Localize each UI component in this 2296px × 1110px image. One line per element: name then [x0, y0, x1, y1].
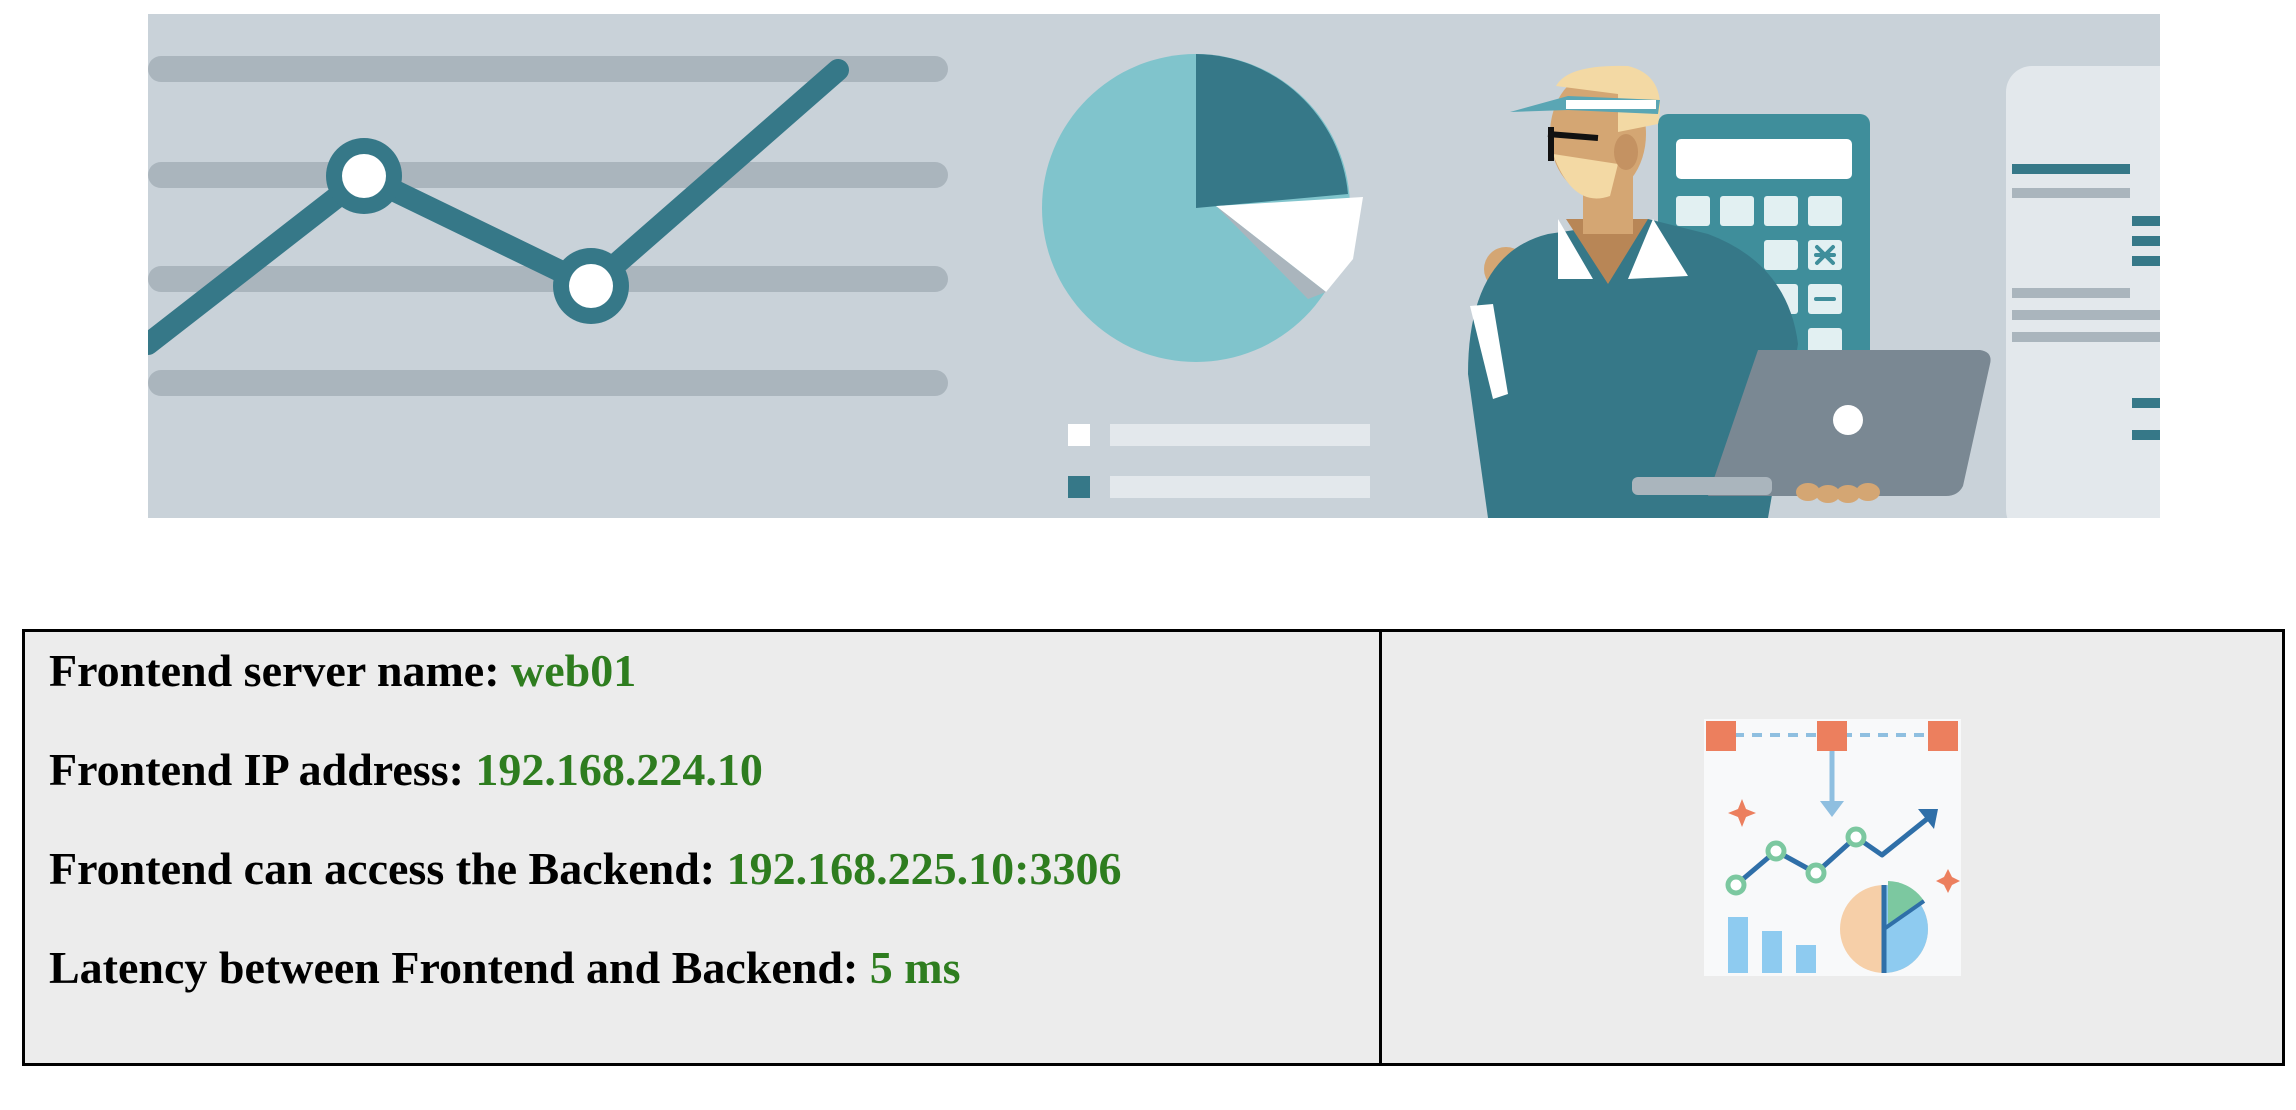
- trend-line: [148, 59, 849, 355]
- analytics-banner-illustration: [148, 14, 2160, 518]
- ip-address-row: Frontend IP address: 192.168.224.10: [49, 745, 1379, 844]
- latency-value: 5 ms: [869, 942, 961, 993]
- server-info-cell: Frontend server name: web01 Frontend IP …: [25, 632, 1382, 1063]
- analytics-report-icon: [1703, 719, 1961, 976]
- chart-background-bars: [148, 56, 948, 396]
- backend-access-label: Frontend can access the Backend:: [49, 843, 727, 894]
- icon-cell: [1382, 632, 2282, 1063]
- legend-illustration: [1068, 424, 1370, 498]
- backend-access-value: 192.168.225.10:3306: [726, 843, 1122, 894]
- latency-row: Latency between Frontend and Backend: 5 …: [49, 943, 1379, 1042]
- latency-label: Latency between Frontend and Backend:: [49, 942, 870, 993]
- pie-chart-illustration: [1042, 54, 1363, 362]
- server-name-value: web01: [511, 645, 637, 696]
- ip-address-value: 192.168.224.10: [475, 744, 763, 795]
- server-name-label: Frontend server name:: [49, 645, 512, 696]
- server-name-row: Frontend server name: web01: [49, 646, 1379, 745]
- laptop-illustration: [1632, 350, 1991, 503]
- presenter-illustration: [1468, 65, 1798, 518]
- ip-address-label: Frontend IP address:: [49, 744, 476, 795]
- server-info-table: Frontend server name: web01 Frontend IP …: [22, 629, 2285, 1066]
- backend-access-row: Frontend can access the Backend: 192.168…: [49, 844, 1379, 943]
- document-illustration: [2006, 66, 2160, 518]
